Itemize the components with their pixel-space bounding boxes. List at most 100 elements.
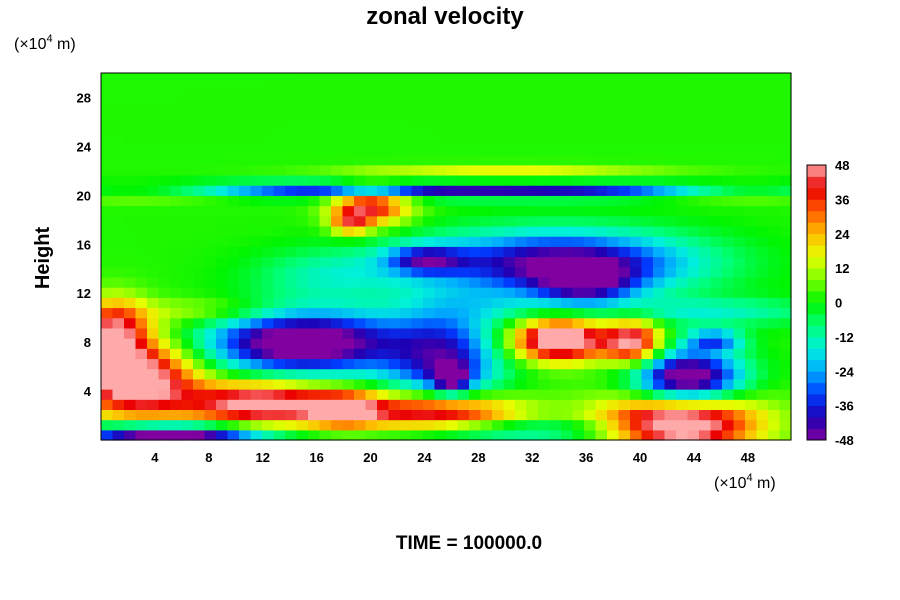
heatmap-cell	[733, 327, 746, 339]
heatmap-cell	[641, 144, 654, 156]
heatmap-cell	[446, 134, 459, 145]
heatmap-cell	[722, 205, 735, 217]
heatmap-cell	[572, 348, 585, 360]
heatmap-cell	[699, 378, 712, 390]
heatmap-cell	[319, 317, 332, 329]
heatmap-cell	[285, 317, 298, 329]
heatmap-cell	[503, 83, 516, 94]
heatmap-cell	[503, 266, 516, 278]
heatmap-cell	[538, 266, 551, 278]
heatmap-cell	[411, 399, 424, 411]
heatmap-cell	[457, 307, 470, 319]
heatmap-cell	[641, 83, 654, 94]
heatmap-cell	[308, 225, 321, 237]
heatmap-cell	[584, 164, 597, 176]
heatmap-cell	[446, 154, 459, 166]
heatmap-cell	[170, 123, 183, 135]
heatmap-cell	[319, 389, 332, 400]
heatmap-cell	[676, 205, 689, 217]
heatmap-cell	[561, 327, 574, 339]
heatmap-cell	[664, 113, 677, 125]
heatmap-cell	[653, 389, 666, 400]
heatmap-cell	[147, 338, 160, 349]
heatmap-cell	[331, 297, 344, 309]
heatmap-cell	[262, 215, 275, 227]
heatmap-cell	[515, 185, 528, 196]
heatmap-cell	[538, 164, 551, 176]
heatmap-cell	[618, 144, 631, 156]
heatmap-cell	[400, 195, 413, 207]
heatmap-cell	[446, 338, 459, 349]
heatmap-cell	[319, 358, 332, 370]
heatmap-cell	[273, 409, 286, 421]
heatmap-cell	[262, 83, 275, 94]
heatmap-cell	[641, 195, 654, 207]
heatmap-cell	[227, 134, 240, 145]
heatmap-cell	[779, 185, 792, 196]
heatmap-cell	[676, 389, 689, 400]
heatmap-cell	[733, 429, 746, 441]
colorbar-frame	[806, 164, 827, 441]
heatmap-cell	[262, 205, 275, 217]
heatmap-cell	[411, 338, 424, 349]
heatmap-cell	[607, 195, 620, 207]
heatmap-cell	[538, 154, 551, 166]
heatmap-cell	[227, 225, 240, 237]
heatmap-cell	[239, 144, 252, 156]
heatmap-cell	[296, 429, 309, 441]
heatmap-cell	[492, 73, 505, 84]
heatmap-cell	[250, 225, 263, 237]
heatmap-cell	[664, 348, 677, 360]
colorbar-segment	[807, 325, 826, 338]
heatmap-cell	[733, 236, 746, 247]
heatmap-cell	[193, 368, 206, 380]
heatmap-cell	[538, 297, 551, 309]
heatmap-cell	[285, 429, 298, 441]
heatmap-cell	[618, 327, 631, 339]
heatmap-cell	[411, 73, 424, 84]
heatmap-cell	[457, 389, 470, 400]
heatmap-cell	[653, 297, 666, 309]
heatmap-cell	[664, 134, 677, 145]
heatmap-cell	[503, 409, 516, 421]
heatmap-cell	[756, 225, 769, 237]
heatmap-cell	[434, 368, 447, 380]
heatmap-cell	[296, 409, 309, 421]
heatmap-cell	[112, 378, 125, 390]
heatmap-cell	[722, 83, 735, 94]
heatmap-cell	[124, 154, 137, 166]
heatmap-cell	[296, 297, 309, 309]
heatmap-cell	[262, 399, 275, 411]
heatmap-cell	[273, 205, 286, 217]
heatmap-cell	[572, 144, 585, 156]
heatmap-cell	[250, 154, 263, 166]
heatmap-cell	[561, 378, 574, 390]
heatmap-cell	[365, 358, 378, 370]
heatmap-cell	[756, 83, 769, 94]
heatmap-cell	[618, 83, 631, 94]
heatmap-cell	[561, 215, 574, 227]
heatmap-cell	[377, 409, 390, 421]
plot-area	[101, 73, 792, 441]
heatmap-cell	[308, 297, 321, 309]
heatmap-cell	[250, 103, 263, 115]
heatmap-cell	[687, 378, 700, 390]
heatmap-cell	[239, 113, 252, 125]
heatmap-cell	[664, 297, 677, 309]
heatmap-cell	[273, 154, 286, 166]
heatmap-cell	[296, 93, 309, 105]
heatmap-cell	[526, 185, 539, 196]
heatmap-cell	[676, 429, 689, 441]
heatmap-cell	[124, 225, 137, 237]
heatmap-cell	[745, 236, 758, 247]
heatmap-cell	[227, 287, 240, 298]
heatmap-cell	[147, 185, 160, 196]
heatmap-cell	[457, 73, 470, 84]
heatmap-cell	[595, 348, 608, 360]
heatmap-cell	[124, 276, 137, 288]
heatmap-cell	[515, 215, 528, 227]
heatmap-cell	[572, 93, 585, 105]
heatmap-cell	[664, 185, 677, 196]
heatmap-cell	[204, 185, 217, 196]
heatmap-cell	[584, 378, 597, 390]
